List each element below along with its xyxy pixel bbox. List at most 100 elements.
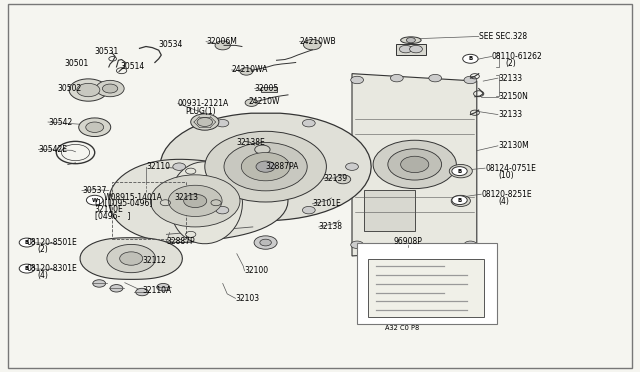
Circle shape (410, 45, 422, 53)
Text: B: B (468, 56, 472, 61)
Circle shape (390, 74, 403, 82)
Circle shape (335, 175, 351, 184)
Text: 30542E: 30542E (38, 145, 67, 154)
Text: 30514: 30514 (120, 62, 145, 71)
Circle shape (303, 119, 315, 127)
Ellipse shape (401, 37, 421, 44)
Text: 00931-2121A: 00931-2121A (178, 99, 229, 108)
Text: 32110E: 32110E (95, 205, 124, 214)
Text: 32139: 32139 (323, 174, 348, 183)
Circle shape (96, 80, 124, 97)
Text: 30542: 30542 (48, 118, 72, 126)
Text: 32100: 32100 (244, 266, 269, 275)
Circle shape (93, 280, 106, 287)
Text: 24210WA: 24210WA (232, 65, 268, 74)
Circle shape (452, 196, 467, 205)
Text: 08110-61262: 08110-61262 (492, 52, 542, 61)
Text: 30531: 30531 (95, 47, 119, 56)
Bar (368, 259, 484, 317)
Bar (357, 243, 497, 324)
Circle shape (86, 122, 104, 132)
Circle shape (241, 153, 290, 181)
Circle shape (256, 161, 275, 172)
Circle shape (245, 99, 258, 106)
Text: 32130M: 32130M (498, 141, 529, 150)
Text: 32887PA: 32887PA (266, 162, 299, 171)
Text: 32138: 32138 (319, 222, 343, 231)
Circle shape (197, 118, 212, 126)
Circle shape (452, 167, 467, 176)
Polygon shape (80, 238, 182, 279)
Text: 32112: 32112 (142, 256, 166, 265)
Polygon shape (171, 162, 243, 244)
Circle shape (19, 238, 35, 247)
Circle shape (464, 241, 477, 248)
Circle shape (390, 246, 403, 253)
Polygon shape (160, 113, 371, 221)
Bar (364, 190, 415, 231)
Circle shape (351, 76, 364, 84)
Polygon shape (109, 159, 288, 243)
Circle shape (224, 142, 307, 191)
Circle shape (77, 83, 100, 97)
Circle shape (120, 252, 143, 265)
Circle shape (464, 76, 477, 84)
Text: 96908P: 96908P (394, 237, 423, 246)
Circle shape (302, 206, 315, 214)
Circle shape (401, 156, 429, 173)
Circle shape (399, 45, 412, 53)
Circle shape (373, 140, 456, 189)
Text: 32138E: 32138E (237, 138, 266, 147)
Circle shape (406, 38, 415, 43)
Circle shape (303, 39, 321, 50)
Text: 32006M: 32006M (206, 37, 237, 46)
Text: 32101E: 32101E (312, 199, 341, 208)
Text: 24210WB: 24210WB (300, 37, 336, 46)
Circle shape (351, 241, 364, 248)
Text: 24210W: 24210W (248, 97, 280, 106)
Bar (112, 182, 186, 239)
Text: A32 C0 P8: A32 C0 P8 (385, 325, 419, 331)
Circle shape (157, 283, 170, 291)
Text: B: B (25, 266, 29, 271)
Circle shape (168, 185, 222, 217)
Text: B: B (458, 198, 461, 203)
Circle shape (346, 163, 358, 170)
Text: 32103: 32103 (236, 294, 260, 303)
Text: 32887P: 32887P (166, 237, 195, 246)
Text: 08120-8301E: 08120-8301E (27, 264, 77, 273)
Circle shape (216, 206, 228, 214)
Text: 32133: 32133 (498, 74, 522, 83)
Circle shape (191, 114, 219, 130)
Text: B: B (25, 240, 29, 245)
Text: W: W (92, 198, 98, 203)
Text: 30501: 30501 (64, 60, 88, 68)
Text: 08120-8251E: 08120-8251E (481, 190, 532, 199)
Circle shape (254, 236, 277, 249)
Text: 32150N: 32150N (498, 92, 528, 101)
Circle shape (451, 195, 470, 206)
Circle shape (429, 246, 442, 253)
Text: 30534: 30534 (159, 40, 183, 49)
Text: W08915-1401A: W08915-1401A (104, 193, 163, 202)
Text: (4): (4) (498, 197, 509, 206)
Text: [0496-   ]: [0496- ] (95, 211, 130, 220)
Circle shape (388, 149, 442, 180)
Text: (2): (2) (37, 245, 48, 254)
Text: (4): (4) (37, 271, 48, 280)
Circle shape (255, 145, 270, 154)
Text: 30537: 30537 (82, 186, 106, 195)
Circle shape (216, 119, 229, 127)
Text: 08120-8501E: 08120-8501E (27, 238, 77, 247)
Circle shape (215, 41, 230, 50)
Text: (2): (2) (506, 60, 516, 68)
Text: PLUG(1): PLUG(1) (186, 107, 216, 116)
Text: (10): (10) (498, 171, 513, 180)
Text: 32005: 32005 (255, 84, 279, 93)
Circle shape (463, 54, 478, 63)
Text: 32110A: 32110A (142, 286, 172, 295)
Circle shape (429, 74, 442, 82)
Circle shape (173, 163, 186, 170)
Circle shape (150, 175, 240, 227)
Circle shape (136, 288, 148, 296)
